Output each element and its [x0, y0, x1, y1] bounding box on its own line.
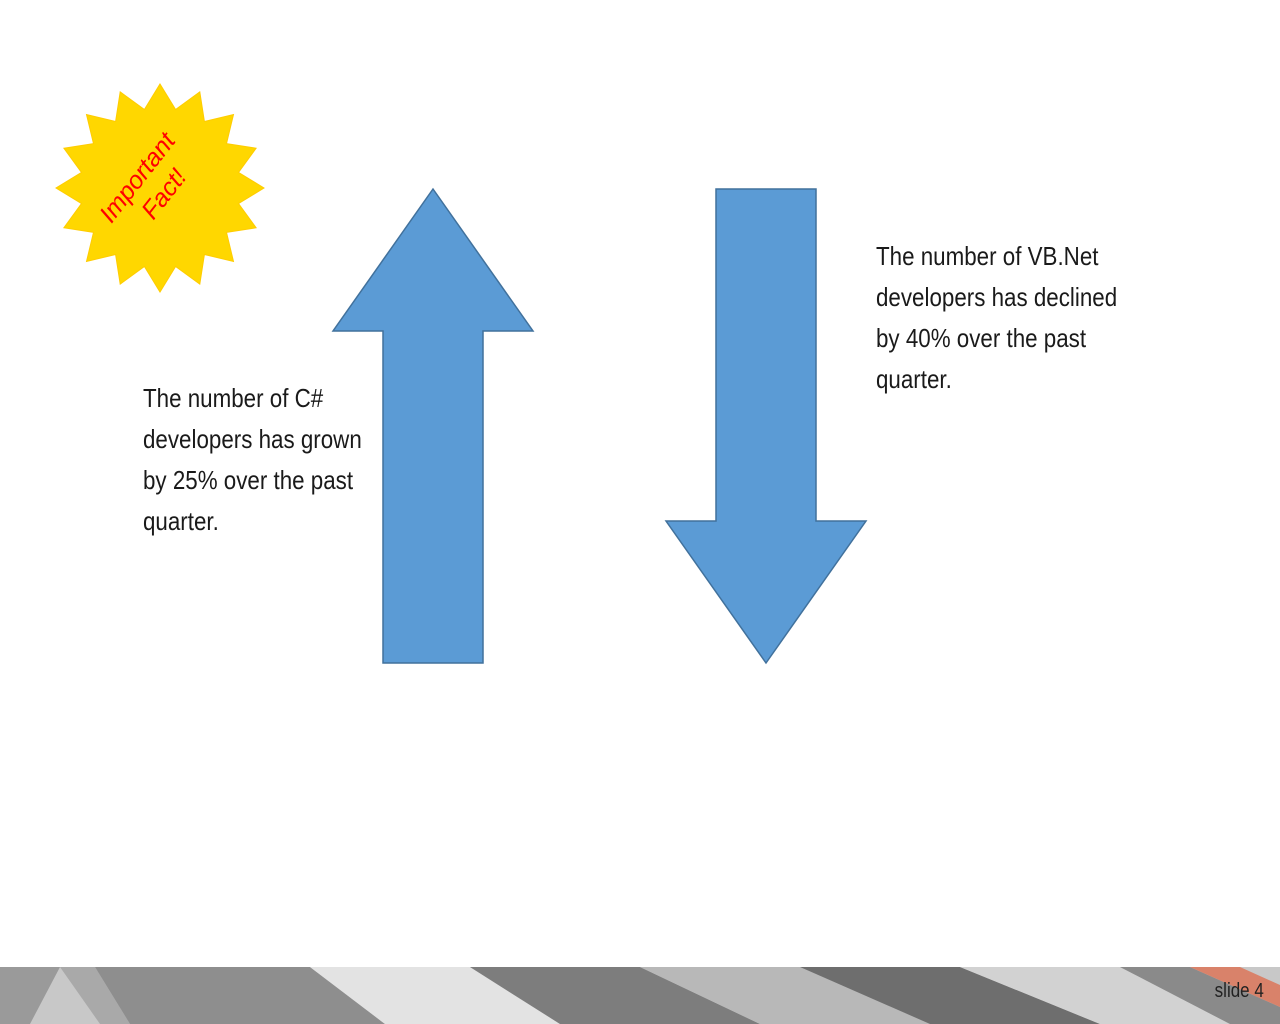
footer-stripe [960, 967, 1230, 1024]
footer-stripe [1120, 967, 1280, 1024]
vbnet-decline-text[interactable]: The number of VB.Net developers has decl… [876, 236, 1134, 400]
text-line: developers has grown [143, 424, 362, 454]
footer-stripe [640, 967, 930, 1024]
starburst-shape [55, 83, 265, 293]
footer-stripe [310, 967, 560, 1024]
footer-stripe [60, 967, 130, 1024]
text-line: The number of VB.Net [876, 241, 1099, 271]
up-arrow-icon[interactable] [331, 187, 535, 664]
footer-stripe [800, 967, 1100, 1024]
starburst-icon[interactable]: Important Fact! [55, 83, 265, 293]
text-line: quarter. [876, 364, 952, 394]
footer-accent-stripe [1190, 967, 1280, 1007]
text-line: by 40% over the past [876, 323, 1087, 353]
footer-stripe [95, 967, 385, 1024]
down-arrow-icon[interactable] [664, 188, 868, 665]
text-line: The number of C# [143, 383, 324, 413]
footer-stripe [0, 967, 60, 1024]
footer-band [0, 967, 1280, 1024]
csharp-growth-text[interactable]: The number of C# developers has grown by… [143, 378, 375, 542]
text-line: by 25% over the past [143, 465, 354, 495]
slide-number: slide 4 [1214, 980, 1264, 1002]
footer-stripe [470, 967, 760, 1024]
text-line: developers has declined [876, 282, 1118, 312]
text-line: quarter. [143, 506, 219, 536]
